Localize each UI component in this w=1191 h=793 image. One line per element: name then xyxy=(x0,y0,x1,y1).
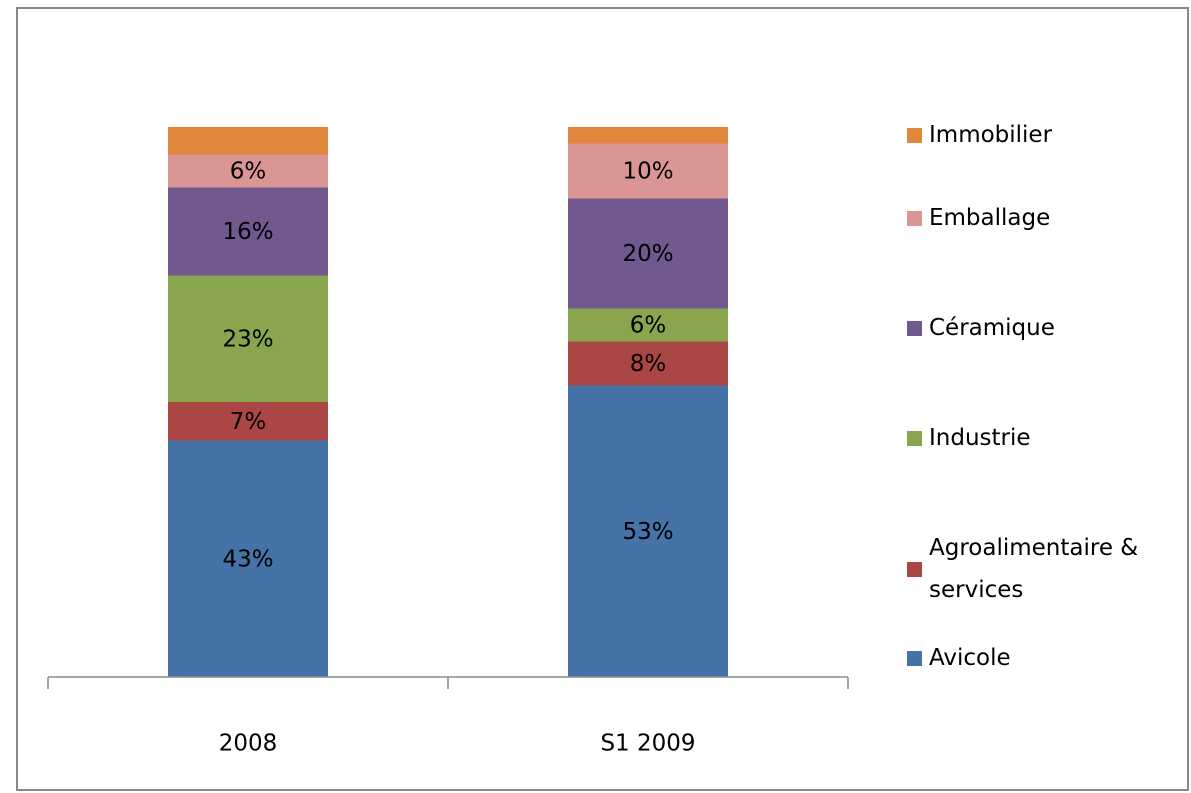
data-label: 23% xyxy=(222,326,273,352)
x-tick-label: 2008 xyxy=(219,731,278,757)
bar-segment xyxy=(168,127,328,155)
legend-label: Agroalimentaire & services xyxy=(929,535,1139,603)
legend-label: Emballage xyxy=(929,205,1051,231)
bar-segment xyxy=(568,198,728,309)
data-label: 7% xyxy=(230,409,267,435)
data-label: 6% xyxy=(630,313,667,339)
bar-segment xyxy=(168,440,328,677)
data-label: 43% xyxy=(222,546,273,572)
bar-segment xyxy=(568,143,728,199)
data-label: 10% xyxy=(622,159,673,185)
legend-swatch xyxy=(907,321,922,336)
legend-swatch xyxy=(907,431,922,446)
legend-swatch xyxy=(907,211,922,226)
bar-segment xyxy=(168,275,328,402)
data-label: 16% xyxy=(222,219,273,245)
bar-segment xyxy=(568,385,728,677)
legend-label: Céramique xyxy=(929,315,1055,341)
bar-segment xyxy=(568,308,728,342)
bar-segment xyxy=(168,154,328,188)
bar-segment xyxy=(168,402,328,441)
x-tick-label: S1 2009 xyxy=(600,731,695,757)
legend-label: Avicole xyxy=(929,645,1011,671)
data-label: 53% xyxy=(622,519,673,545)
legend-swatch xyxy=(907,128,922,143)
bar-segment xyxy=(568,127,728,144)
legend-swatch xyxy=(907,562,922,577)
data-label: 20% xyxy=(622,241,673,267)
bar-segment xyxy=(168,187,328,276)
bar-segment xyxy=(568,341,728,386)
legend-label: Immobilier xyxy=(929,122,1053,148)
legend-swatch xyxy=(907,651,922,666)
data-label: 6% xyxy=(230,159,267,185)
legend-label: Industrie xyxy=(929,425,1031,451)
data-label: 8% xyxy=(630,351,667,377)
